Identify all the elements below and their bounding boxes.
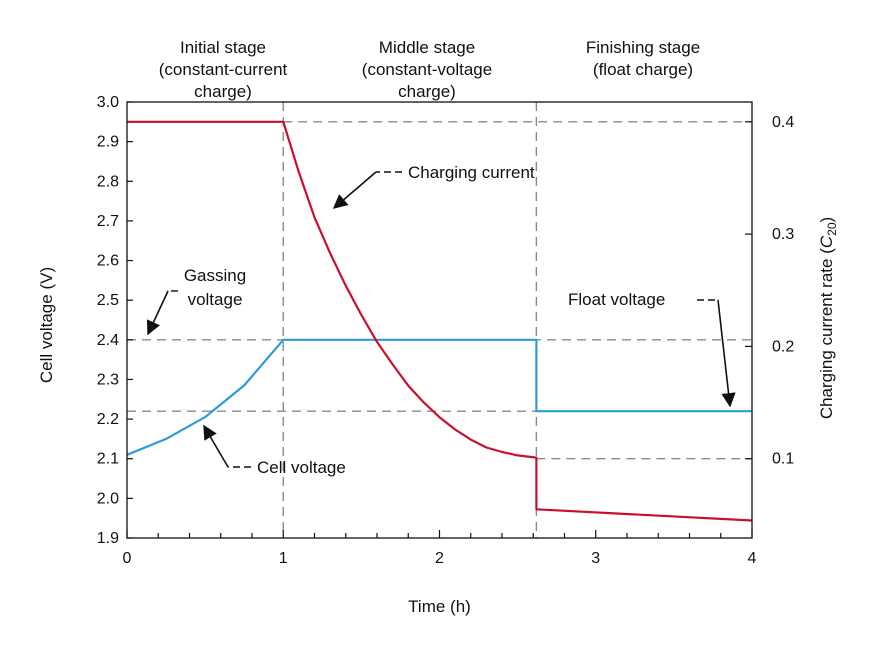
annotation-charging-current: Charging current [408, 163, 535, 182]
y-tick-label: 2.4 [97, 332, 119, 349]
y2-axis-title-sub: 20 [825, 222, 839, 236]
y2-tick-label: 0.4 [772, 114, 794, 131]
annotation-float-voltage: Float voltage [568, 290, 665, 309]
annotation-gassing: Gassing [184, 266, 246, 285]
y2-tick-label: 0.1 [772, 451, 794, 468]
y2-tick-label: 0.2 [772, 338, 794, 355]
stage-label-3: Finishing stage [586, 38, 700, 57]
stage-label-2: Middle stage [379, 38, 475, 57]
y2-axis-title-c: C [817, 235, 836, 248]
arrow-charging-current [332, 171, 377, 209]
y-tick-label: 2.3 [97, 371, 119, 388]
stage-labels: Initial stage (constant-current charge) Mid… [159, 38, 700, 101]
arrow-cell-voltage [203, 424, 229, 468]
x-axis-title: Time (h) [408, 597, 471, 616]
x-tick-label: 4 [748, 550, 757, 567]
y-tick-label: 2.7 [97, 213, 119, 230]
stage-label-1: charge) [194, 82, 252, 101]
stage-label-2: charge) [398, 82, 456, 101]
stage-label-1: (constant-current [159, 60, 288, 79]
series-layer [126, 120, 753, 522]
y-tick-label: 2.6 [97, 253, 119, 270]
y2-tick-label: 0.3 [772, 226, 794, 243]
stage-label-3: (float charge) [593, 60, 693, 79]
annotations: Charging current Gassing voltage Float volt… [146, 163, 736, 477]
y-axis-title: Cell voltage (V) [37, 267, 56, 383]
y2-axis-title: Charging current rate (C20) [817, 217, 839, 419]
y-tick-label: 2.5 [97, 292, 119, 309]
series-line-cell-voltage [126, 338, 752, 456]
series-line-charging-current [127, 120, 753, 522]
x-tick-label: 2 [435, 550, 444, 567]
x-tick-label: 3 [591, 550, 600, 567]
stage-label-1: Initial stage [180, 38, 266, 57]
arrow-gassing [146, 290, 169, 336]
y2-axis-title-close: ) [817, 217, 836, 223]
x-tick-label: 0 [123, 550, 132, 567]
y-tick-label: 2.1 [97, 451, 119, 468]
y-tick-label: 2.0 [97, 490, 119, 507]
y-tick-label: 2.8 [97, 173, 119, 190]
arrow-float-voltage [717, 299, 736, 408]
annotation-gassing-2: voltage [188, 290, 243, 309]
y2-axis-title-main: Charging current rate ( [817, 248, 836, 419]
y-tick-label: 2.2 [97, 411, 119, 428]
stage-label-2: (constant-voltage [362, 60, 492, 79]
y-tick-label: 2.9 [97, 134, 119, 151]
x-tick-label: 1 [279, 550, 288, 567]
axes: 1.9 2.0 2.1 2.2 2.3 2.4 2.5 2.6 2.7 2.8 2.9 3.0 0 1 2 3… [37, 94, 839, 616]
annotation-cell-voltage: Cell voltage [257, 458, 346, 477]
y-tick-label: 3.0 [97, 94, 119, 111]
y-tick-label: 1.9 [97, 530, 119, 547]
